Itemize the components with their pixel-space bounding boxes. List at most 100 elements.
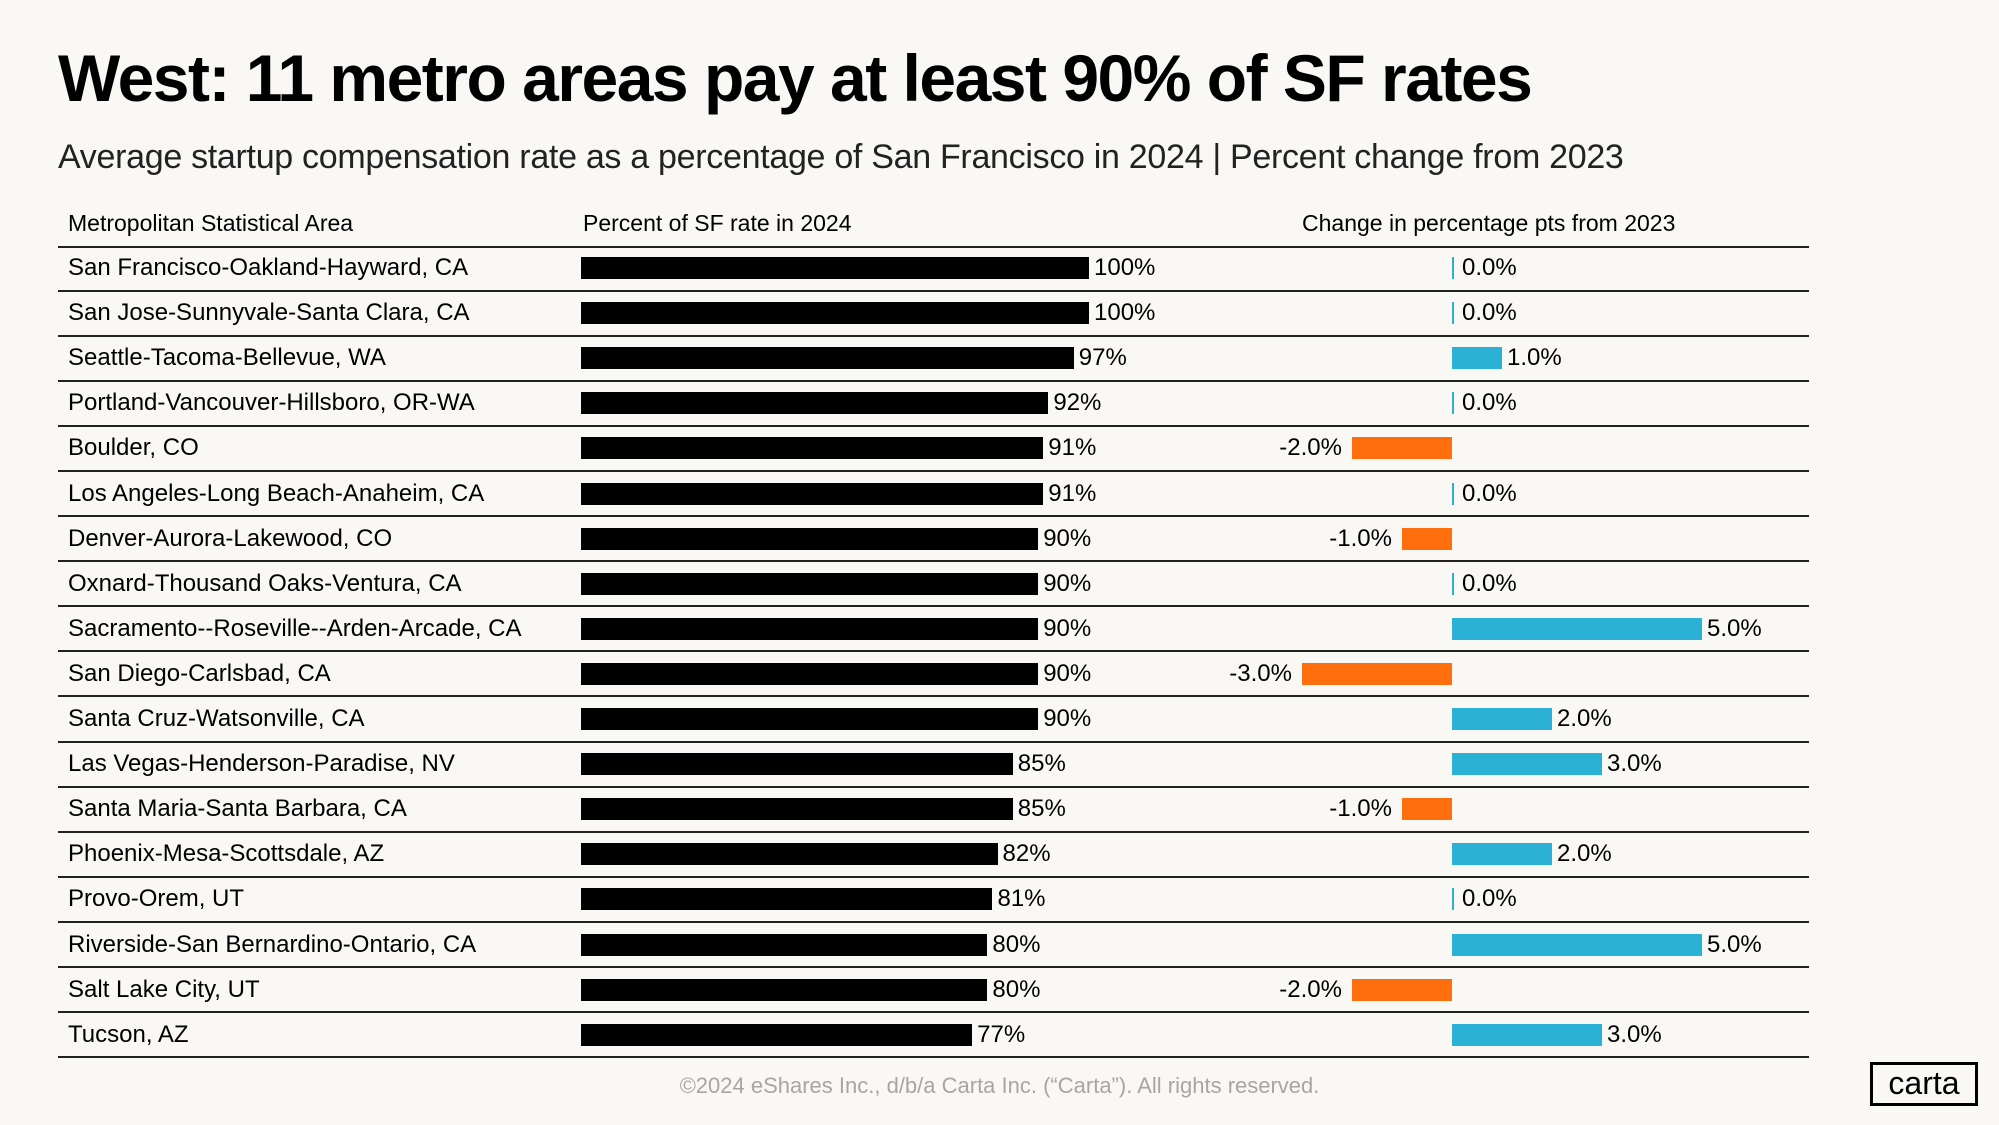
change-bar-negative: [1402, 527, 1452, 550]
row-divider: [58, 515, 1809, 518]
chart-subtitle: Average startup compensation rate as a p…: [58, 138, 1624, 176]
copyright-footer: ©2024 eShares Inc., d/b/a Carta Inc. (“C…: [679, 1073, 1320, 1098]
change-label: 0.0%: [1462, 569, 1517, 597]
change-bar-zero: [1452, 572, 1454, 595]
header-divider: [58, 246, 1809, 248]
change-bar-positive: [1452, 347, 1502, 370]
percent-bar: [581, 978, 988, 1001]
row-label: Los Angeles-Long Beach-Anaheim, CA: [68, 479, 485, 507]
column-header-area: Metropolitan Statistical Area: [68, 210, 354, 236]
row-divider: [58, 469, 1809, 472]
change-bar-positive: [1452, 843, 1552, 866]
row-divider: [58, 966, 1809, 969]
row-divider: [58, 424, 1809, 427]
row-label: Sacramento--Roseville--Arden-Arcade, CA: [68, 614, 522, 642]
percent-label: 100%: [1094, 254, 1156, 281]
row-label: Salt Lake City, UT: [68, 975, 260, 1003]
change-label: 3.0%: [1607, 1020, 1662, 1048]
change-label: 0.0%: [1462, 254, 1517, 281]
column-header-change: Change in percentage pts from 2023: [1302, 210, 1676, 236]
row-label: Portland-Vancouver-Hillsboro, OR-WA: [68, 389, 475, 417]
change-label: 5.0%: [1707, 930, 1762, 958]
row-label: Denver-Aurora-Lakewood, CO: [68, 524, 393, 552]
percent-bar: [581, 708, 1039, 730]
percent-label: 85%: [1017, 750, 1066, 778]
row-label: Las Vegas-Henderson-Paradise, NV: [68, 750, 455, 778]
percent-bar: [581, 617, 1039, 640]
percent-bar: [581, 798, 1013, 821]
carta-logo: carta: [1870, 1062, 1978, 1106]
row-divider: [58, 1011, 1809, 1014]
percent-label: 90%: [1043, 614, 1092, 642]
row-label: San Francisco-Oakland-Hayward, CA: [68, 254, 469, 281]
percent-label: 90%: [1043, 659, 1092, 687]
change-bar-negative: [1302, 662, 1452, 685]
row-divider: [58, 920, 1809, 923]
change-label: 1.0%: [1507, 344, 1562, 372]
percent-label: 92%: [1053, 389, 1102, 417]
row-divider: [58, 560, 1809, 563]
percent-bar: [581, 933, 988, 956]
change-bar-positive: [1452, 753, 1602, 776]
percent-label: 97%: [1078, 344, 1127, 372]
change-label: 2.0%: [1557, 705, 1612, 732]
change-bar-zero: [1452, 257, 1454, 279]
percent-label: 90%: [1043, 524, 1092, 552]
chart-title: West: 11 metro areas pay at least 90% of…: [58, 41, 1533, 115]
row-label: Tucson, AZ: [68, 1020, 189, 1048]
change-label: -2.0%: [1279, 975, 1342, 1003]
percent-label: 80%: [992, 930, 1041, 958]
change-label: 3.0%: [1607, 750, 1662, 778]
percent-bar: [581, 302, 1089, 325]
row-label: Seattle-Tacoma-Bellevue, WA: [68, 344, 386, 372]
percent-bar: [581, 1023, 973, 1046]
change-bar-zero: [1452, 302, 1454, 325]
change-bar-positive: [1452, 933, 1702, 956]
percent-bar: [581, 843, 998, 866]
change-bar-positive: [1452, 617, 1702, 640]
column-header-percent: Percent of SF rate in 2024: [583, 210, 852, 236]
change-label: 0.0%: [1462, 389, 1517, 417]
percent-label: 100%: [1094, 299, 1156, 327]
change-label: -3.0%: [1229, 659, 1292, 687]
change-bar-negative: [1352, 978, 1452, 1001]
change-bar-negative: [1352, 437, 1452, 460]
change-label: -2.0%: [1279, 434, 1342, 462]
percent-bar: [581, 753, 1013, 776]
change-bar-zero: [1452, 888, 1454, 911]
row-divider: [58, 830, 1809, 833]
row-divider: [58, 695, 1809, 698]
row-divider: [58, 740, 1809, 743]
change-label: 2.0%: [1557, 840, 1612, 868]
change-bar-zero: [1452, 482, 1454, 505]
row-divider: [58, 605, 1809, 608]
change-label: -1.0%: [1329, 524, 1392, 552]
row-label: Santa Cruz-Watsonville, CA: [68, 705, 365, 732]
percent-label: 77%: [977, 1020, 1026, 1048]
percent-bar: [581, 527, 1039, 550]
percent-bar: [581, 662, 1039, 685]
change-bar-positive: [1452, 1023, 1602, 1046]
percent-bar: [581, 437, 1044, 460]
row-label: Boulder, CO: [68, 434, 199, 462]
percent-label: 82%: [1002, 840, 1051, 868]
row-label: Riverside-San Bernardino-Ontario, CA: [68, 930, 477, 958]
percent-label: 90%: [1043, 705, 1092, 732]
row-divider: [58, 1056, 1809, 1059]
percent-label: 90%: [1043, 569, 1092, 597]
percent-label: 91%: [1048, 479, 1097, 507]
row-divider: [58, 875, 1809, 878]
percent-label: 81%: [997, 885, 1046, 913]
change-bar-zero: [1452, 392, 1454, 415]
percent-bar: [581, 482, 1044, 505]
percent-bar: [581, 257, 1089, 279]
percent-label: 91%: [1048, 434, 1097, 462]
row-divider: [58, 289, 1809, 292]
row-divider: [58, 650, 1809, 653]
row-label: San Jose-Sunnyvale-Santa Clara, CA: [68, 299, 470, 327]
row-label: Oxnard-Thousand Oaks-Ventura, CA: [68, 569, 462, 597]
change-label: -1.0%: [1329, 795, 1392, 823]
change-bar-negative: [1402, 798, 1452, 821]
percent-bar: [581, 347, 1074, 370]
percent-bar: [581, 572, 1039, 595]
